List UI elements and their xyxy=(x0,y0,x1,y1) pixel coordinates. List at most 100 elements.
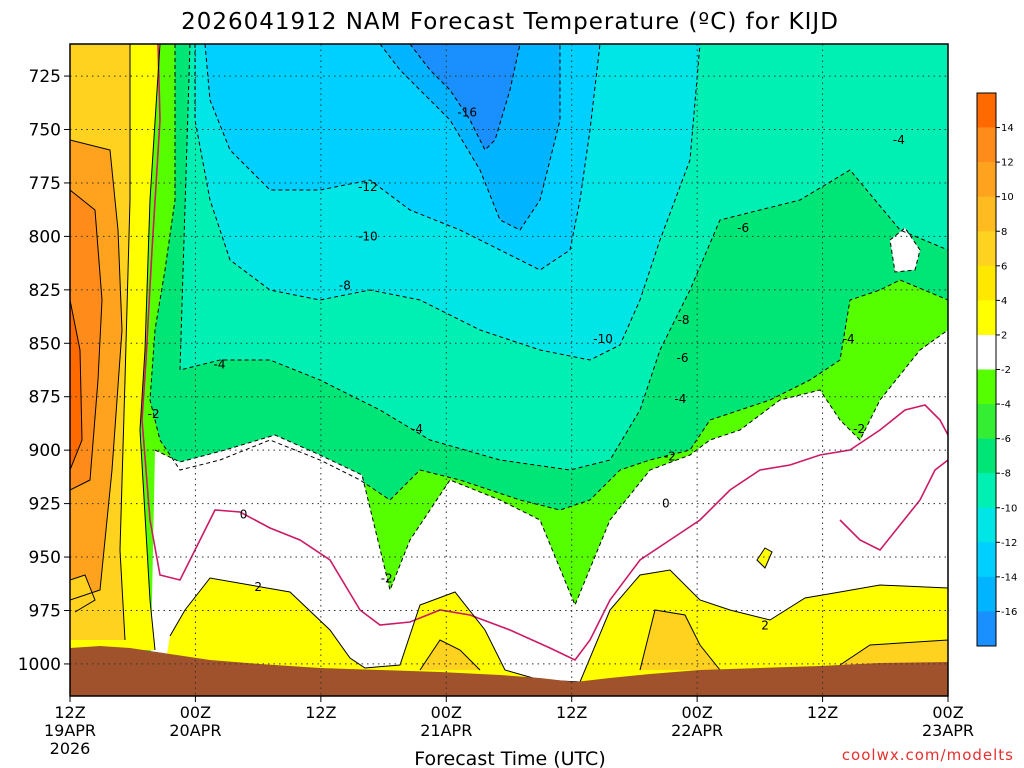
grid-lines xyxy=(70,44,948,696)
colorbar-label-14: -16 xyxy=(1001,607,1017,618)
x-tick-label-6-0: 12Z xyxy=(807,703,838,722)
isotherm-plus-2-spot xyxy=(756,547,773,569)
contour-label-15: -2 xyxy=(664,450,676,464)
colorbar-label-3: 8 xyxy=(1001,227,1007,238)
y-tick-label-850: 850 xyxy=(29,334,61,354)
colorbar-label-7: -2 xyxy=(1001,365,1011,376)
colorbar-swatch-6 xyxy=(977,300,996,336)
isotherm-minus-2 xyxy=(154,329,948,607)
colorbar-label-5: 4 xyxy=(1001,296,1007,307)
colorbar-swatch-2 xyxy=(977,162,996,197)
y-tick-label-825: 825 xyxy=(29,281,61,301)
x-tick-label-5-0: 00Z xyxy=(681,703,712,722)
colorbar-swatch-11 xyxy=(977,473,996,509)
x-tick-label-1-0: 00Z xyxy=(180,703,211,722)
colorbar-swatch-3 xyxy=(977,196,996,232)
y-tick-label-875: 875 xyxy=(29,388,61,408)
field-plus-4-patch-22apr xyxy=(640,610,720,670)
colorbar-swatch-0 xyxy=(977,93,996,128)
x-tick-label-3-0: 00Z xyxy=(431,703,462,722)
contour-label-13: -2 xyxy=(148,407,160,421)
contour-labels: -16-12-10-8-10-8-6-6-4-4-4-4-4-2-2-2-200… xyxy=(148,105,905,632)
y-axis: 725 750 775 800 825 850 875 900 925 950 975 1000 xyxy=(18,67,70,675)
field-warm-patch xyxy=(70,575,95,612)
isotherm-minus-4 xyxy=(149,44,948,511)
isotherm-plus-4-21apr xyxy=(419,639,481,671)
field-warm-red-band xyxy=(70,300,82,470)
field-plus-2-band xyxy=(160,570,948,696)
colorbar-label-9: -6 xyxy=(1001,434,1011,445)
y-tick-label-1000: 1000 xyxy=(18,655,61,675)
isotherm-warm-10 xyxy=(70,299,83,471)
isotherm-zero-east xyxy=(839,459,948,552)
contour-label-0: -16 xyxy=(457,105,477,119)
plot-frame xyxy=(69,43,949,697)
x-tick-label-1-1: 20APR xyxy=(169,721,221,740)
isotherm-minus-12 xyxy=(204,44,601,271)
x-tick-label-4-0: 12Z xyxy=(556,703,587,722)
contour-label-12: -4 xyxy=(843,332,855,346)
isotherm-minus-16 xyxy=(409,44,521,151)
colorbar-label-13: -14 xyxy=(1001,572,1017,583)
isotherm-warm-patch xyxy=(70,574,96,613)
contour-label-17: 0 xyxy=(240,507,248,521)
temperature-field: -16-12-10-8-10-8-6-6-4-4-4-4-4-2-2-2-200… xyxy=(70,44,948,696)
colorbar-label-1: 12 xyxy=(1001,158,1014,169)
contour-label-3: -8 xyxy=(339,279,351,293)
isotherm-warm-8 xyxy=(70,189,103,491)
colorbar-swatch-5 xyxy=(977,265,996,301)
colorbar-swatch-4 xyxy=(977,231,996,267)
isotherm-plus-2 xyxy=(169,569,948,683)
y-tick-label-925: 925 xyxy=(29,495,61,515)
x-tick-label-7-1: 23APR xyxy=(922,721,974,740)
field-white-spot xyxy=(890,228,920,272)
field-plus-minus-2-band xyxy=(150,330,948,696)
colorbar-swatch-12 xyxy=(977,507,996,543)
contour-label-4: -10 xyxy=(593,332,613,346)
contour-label-6: -6 xyxy=(737,221,749,235)
contour-label-20: 2 xyxy=(761,618,769,632)
colorbar-label-2: 10 xyxy=(1001,192,1014,203)
isotherm-warm-4 xyxy=(119,44,131,641)
positive-isotherms xyxy=(70,44,948,683)
colorbar-label-0: 14 xyxy=(1001,123,1014,134)
colorbar-swatch-13 xyxy=(977,542,996,578)
contour-label-5: -8 xyxy=(678,313,690,327)
colorbar: 14 12 10 8 6 4 2 -2 -4 -6 -8 -10 -12 -14 -16 xyxy=(976,92,1017,647)
y-tick-label-900: 900 xyxy=(29,441,61,461)
field-warm-spot xyxy=(757,548,772,568)
y-tick-label-750: 750 xyxy=(29,121,61,141)
colorbar-swatch-15 xyxy=(977,611,996,647)
y-tick-label-950: 950 xyxy=(29,548,61,568)
isotherm-plus-4-22apr xyxy=(639,609,721,671)
contour-label-9: -4 xyxy=(411,422,423,436)
colorbar-swatch-7 xyxy=(977,334,996,370)
x-tick-label-0-0: 12Z xyxy=(54,703,85,722)
isotherm-minus-8 xyxy=(179,44,948,471)
y-tick-label-725: 725 xyxy=(29,67,61,87)
x-axis-label: Forecast Time (UTC) xyxy=(414,748,605,768)
terrain-below-ground xyxy=(70,646,948,696)
colorbar-label-4: 6 xyxy=(1001,261,1007,272)
chart-title: 2026041912 NAM Forecast Temperature (ºC)… xyxy=(181,9,839,35)
isotherm-minus-10 xyxy=(194,44,701,361)
colorbar-swatch-8 xyxy=(977,369,996,405)
isotherm-warm-6 xyxy=(70,139,123,601)
x-tick-label-5-1: 22APR xyxy=(671,721,723,740)
x-tick-label-7-0: 00Z xyxy=(932,703,963,722)
colorbar-label-11: -10 xyxy=(1001,503,1017,514)
contour-label-8: -4 xyxy=(213,358,225,372)
contour-label-7: -6 xyxy=(677,351,689,365)
x-tick-label-3-1: 21APR xyxy=(420,721,472,740)
isotherm-zero xyxy=(141,44,948,662)
colorbar-label-12: -12 xyxy=(1001,538,1017,549)
colorbar-swatch-1 xyxy=(977,127,996,163)
isotherm-warm-2 xyxy=(139,44,161,651)
contour-label-16: -2 xyxy=(853,422,865,436)
negative-isotherms xyxy=(149,44,948,607)
field-minus-16-band xyxy=(410,44,520,150)
contour-label-11: -4 xyxy=(893,133,905,147)
contour-label-1: -12 xyxy=(358,180,378,194)
